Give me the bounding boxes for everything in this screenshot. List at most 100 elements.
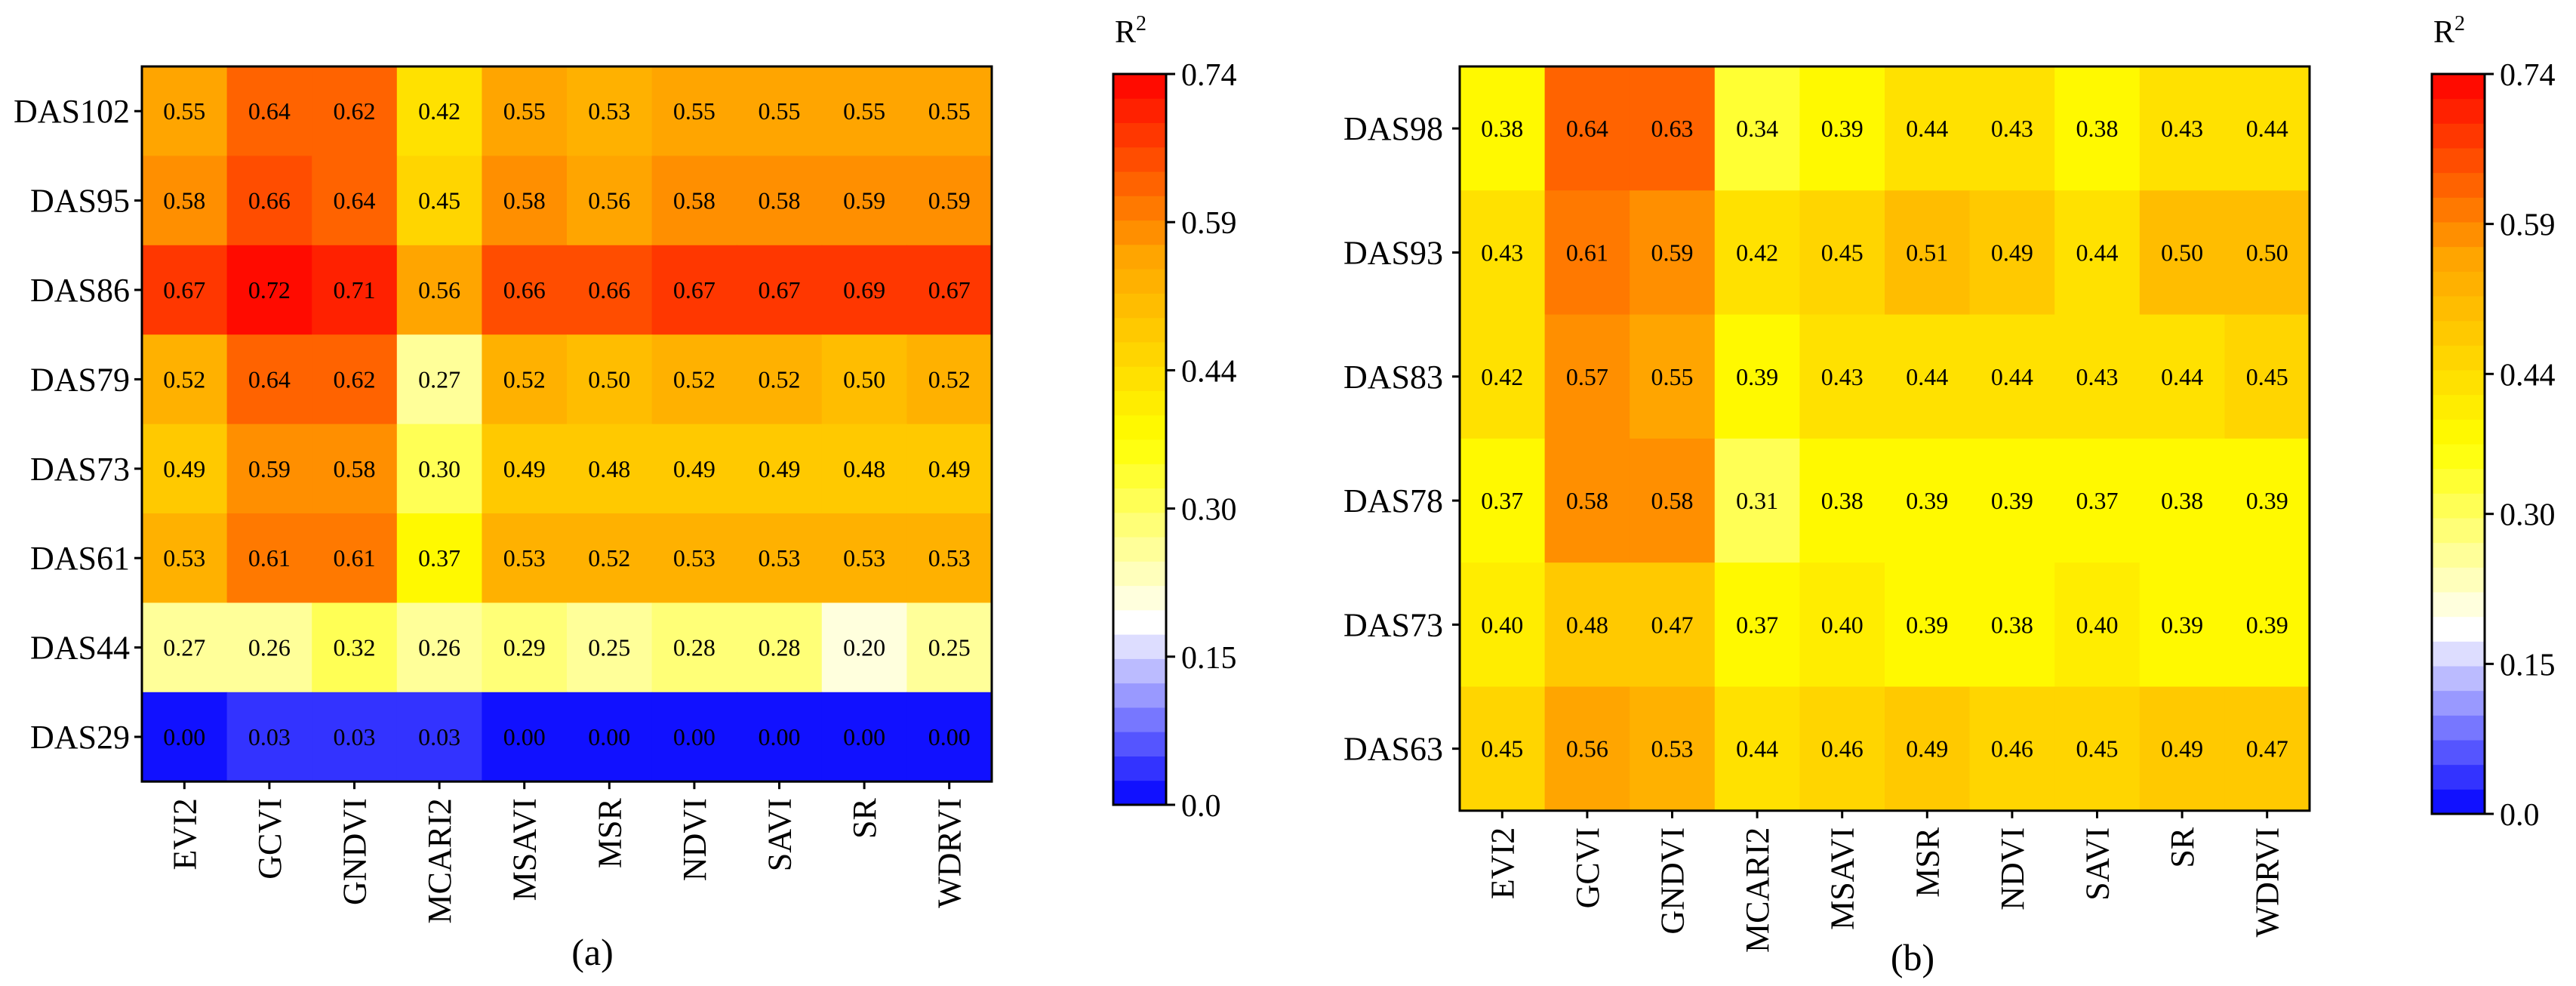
cell-value-label: 0.55: [928, 97, 971, 125]
colorbar-segment: [2432, 468, 2485, 494]
heatmap-cell: [1714, 686, 1800, 812]
heatmap-cell: [396, 513, 482, 603]
cell-value-label: 0.64: [1566, 115, 1608, 142]
heatmap-cell: [1630, 686, 1716, 812]
cell-value-label: 0.67: [759, 276, 801, 304]
colorbar-segment: [2432, 172, 2485, 198]
heatmap-cell: [396, 602, 482, 693]
colorbar-segment: [1113, 74, 1166, 99]
heatmap-cell: [226, 424, 312, 514]
heatmap-cell: [1799, 314, 1885, 439]
cell-value-label: 0.56: [588, 187, 630, 214]
column-label: SR: [2164, 827, 2201, 867]
heatmap-cell: [2139, 314, 2225, 439]
heatmap-cell: [2054, 66, 2141, 191]
row-label: DAS63: [1343, 731, 1443, 768]
heatmap-frame: [140, 65, 993, 783]
heatmap-cell: [906, 245, 993, 335]
cell-value-label: 0.39: [1821, 115, 1864, 142]
cell-value-label: 0.64: [334, 187, 376, 214]
heatmap-cell: [1799, 686, 1885, 812]
colorbar-tick-label: 0.44: [1181, 354, 1237, 389]
cell-value-label: 0.37: [1481, 487, 1523, 514]
heatmap-cell: [737, 692, 823, 782]
heatmap-cell: [567, 424, 653, 514]
colorbar-segment: [2432, 394, 2485, 420]
heatmap-cell: [567, 334, 653, 425]
cell-value-label: 0.50: [2246, 239, 2288, 266]
cell-value-label: 0.49: [759, 455, 801, 482]
cell-value-label: 0.67: [928, 276, 971, 304]
cell-value-label: 0.69: [843, 276, 885, 304]
colorbar-tick-label: 0.44: [2500, 358, 2556, 393]
heatmap-cell: [567, 692, 653, 782]
row-label: DAS79: [30, 361, 130, 398]
colorbar-segment: [1113, 317, 1166, 343]
cell-value-label: 0.34: [1736, 115, 1778, 142]
heatmap-cell: [2139, 438, 2225, 563]
cell-value-label: 0.71: [334, 276, 376, 304]
heatmap-cell: [737, 602, 823, 693]
heatmap-cell: [821, 245, 907, 335]
cell-value-label: 0.50: [2161, 239, 2203, 266]
cell-value-label: 0.56: [418, 276, 460, 304]
cell-value-label: 0.39: [2246, 611, 2288, 638]
colorbar-segment: [1113, 634, 1166, 659]
cell-value-label: 0.39: [2161, 611, 2203, 638]
colorbar-segment: [2432, 518, 2485, 544]
heatmap-cell: [1714, 314, 1800, 439]
cell-value-label: 0.50: [843, 365, 885, 393]
column-label: GNDVI: [337, 798, 374, 905]
cell-value-label: 0.58: [163, 187, 205, 214]
heatmap-cell: [1630, 66, 1716, 191]
heatmap-cell: [906, 513, 993, 603]
cell-value-label: 0.52: [928, 365, 971, 393]
heatmap-cell: [737, 66, 823, 156]
cell-value-label: 0.53: [928, 544, 971, 572]
cell-value-label: 0.42: [418, 97, 460, 125]
heatmap-cell: [906, 424, 993, 514]
heatmap-cell: [142, 334, 228, 425]
cell-value-label: 0.49: [673, 455, 716, 482]
heatmap-cell: [1460, 686, 1546, 812]
colorbar-segment: [2432, 493, 2485, 519]
colorbar-segment: [1113, 488, 1166, 513]
heatmap-cell: [1544, 686, 1630, 812]
colorbar-segment: [1113, 585, 1166, 611]
heatmap-cell: [1630, 562, 1716, 688]
cell-value-label: 0.55: [1651, 363, 1694, 390]
colorbar-tick-label: 0.15: [2500, 648, 2556, 682]
cell-value-label: 0.61: [248, 544, 291, 572]
cell-value-label: 0.53: [843, 544, 885, 572]
heatmap-cell: [2054, 686, 2141, 812]
cell-value-label: 0.00: [588, 723, 630, 750]
colorbar-title: R2: [1115, 12, 1146, 50]
row-label: DAS78: [1343, 482, 1443, 519]
heatmap-cell: [1630, 190, 1716, 316]
heatmap-cell: [312, 513, 398, 603]
cell-value-label: 0.37: [2076, 487, 2119, 514]
heatmap-cell: [1969, 438, 2055, 563]
colorbar-segment: [1113, 220, 1166, 245]
colorbar-tick-label: 0.74: [1181, 58, 1237, 93]
cell-value-label: 0.61: [334, 544, 376, 572]
cell-value-label: 0.50: [588, 365, 630, 393]
heatmap-cell: [226, 602, 312, 693]
heatmap-cell: [482, 66, 568, 156]
cell-value-label: 0.28: [759, 634, 801, 661]
colorbar-segment: [1113, 682, 1166, 708]
heatmap-cell: [737, 424, 823, 514]
heatmap-cell: [312, 424, 398, 514]
colorbar-segment: [2432, 789, 2485, 815]
colorbar-segment: [2432, 542, 2485, 568]
panel-caption: (b): [1891, 936, 1934, 978]
colorbar-segment: [2432, 148, 2485, 174]
cell-value-label: 0.03: [248, 723, 291, 750]
heatmap-cell: [396, 66, 482, 156]
colorbar-segment: [2432, 296, 2485, 322]
heatmap-cell: [1969, 190, 2055, 316]
colorbar-segment: [2432, 123, 2485, 149]
cell-value-label: 0.66: [503, 276, 546, 304]
colorbar-segment: [2432, 715, 2485, 741]
